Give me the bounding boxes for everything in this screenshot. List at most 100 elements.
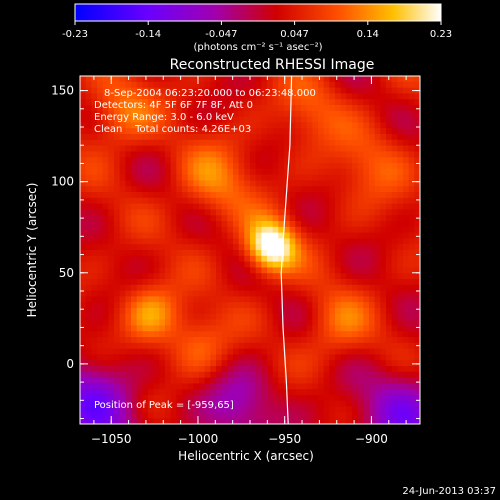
heatmap-cell xyxy=(131,406,138,413)
heatmap-cell xyxy=(369,331,376,338)
heatmap-cell xyxy=(170,261,177,268)
heatmap-cell xyxy=(204,99,211,106)
heatmap-cell xyxy=(318,215,325,222)
heatmap-cell xyxy=(267,180,274,187)
heatmap-cell xyxy=(306,308,313,315)
heatmap-cell xyxy=(199,250,206,257)
heatmap-cell xyxy=(80,226,87,234)
heatmap-cell xyxy=(193,209,200,216)
heatmap-cell xyxy=(80,168,87,176)
heatmap-cell xyxy=(193,134,200,141)
heatmap-cell xyxy=(323,122,330,129)
heatmap-cell xyxy=(193,418,200,424)
heatmap-cell xyxy=(176,134,183,141)
heatmap-cell xyxy=(233,412,240,419)
heatmap-cell xyxy=(295,308,302,315)
heatmap-cell xyxy=(170,215,177,222)
heatmap-cell xyxy=(340,134,347,141)
heatmap-cell xyxy=(414,105,420,112)
heatmap-cell xyxy=(335,110,342,118)
heatmap-cell xyxy=(108,255,115,263)
heatmap-cell xyxy=(391,261,398,268)
heatmap-cell xyxy=(289,203,296,210)
heatmap-cell xyxy=(391,93,398,100)
heatmap-cell xyxy=(363,319,370,326)
heatmap-cell xyxy=(301,244,308,251)
heatmap-cell xyxy=(335,76,342,83)
heatmap-cell xyxy=(227,255,234,263)
heatmap-cell xyxy=(102,377,109,384)
heatmap-cell xyxy=(335,354,342,361)
heatmap-cell xyxy=(295,261,302,268)
heatmap-cell xyxy=(374,325,381,332)
heatmap-cell xyxy=(102,284,109,292)
heatmap-cell xyxy=(414,371,420,379)
heatmap-cell xyxy=(170,174,177,181)
heatmap-cell xyxy=(165,87,172,94)
heatmap-cell xyxy=(125,209,132,216)
heatmap-cell xyxy=(142,238,149,245)
heatmap-cell xyxy=(221,389,228,396)
heatmap-cell xyxy=(102,418,109,424)
heatmap-cell xyxy=(306,192,313,199)
heatmap-cell xyxy=(352,221,359,228)
heatmap-cell xyxy=(210,197,217,205)
heatmap-cell xyxy=(233,180,240,187)
heatmap-cell xyxy=(187,250,194,257)
heatmap-cell xyxy=(142,105,149,112)
heatmap-cell xyxy=(414,302,420,309)
heatmap-cell xyxy=(238,267,245,274)
heatmap-cell xyxy=(369,105,376,112)
heatmap-cell xyxy=(306,406,313,413)
heatmap-cell xyxy=(85,226,92,234)
heatmap-cell xyxy=(199,226,206,234)
heatmap-cell xyxy=(352,302,359,309)
heatmap-cell xyxy=(233,238,240,245)
heatmap-cell xyxy=(108,313,115,321)
heatmap-cell xyxy=(267,342,274,350)
heatmap-cell xyxy=(329,302,336,309)
heatmap-cell xyxy=(233,168,240,176)
heatmap-cell xyxy=(114,418,121,424)
heatmap-cell xyxy=(403,110,410,118)
heatmap-cell xyxy=(346,250,353,257)
heatmap-cell xyxy=(340,377,347,384)
heatmap-cell xyxy=(352,284,359,292)
heatmap-cell xyxy=(346,337,353,344)
heatmap-cell xyxy=(131,238,138,245)
heatmap-cell xyxy=(199,81,206,89)
heatmap-cell xyxy=(238,296,245,303)
heatmap-cell xyxy=(323,302,330,309)
heatmap-cell xyxy=(346,209,353,216)
heatmap-cell xyxy=(210,122,217,129)
heatmap-cell xyxy=(119,128,126,135)
heatmap-cell xyxy=(352,128,359,135)
heatmap-cell xyxy=(159,110,166,118)
heatmap-cell xyxy=(244,215,251,222)
heatmap-cell xyxy=(238,348,245,355)
heatmap-cell xyxy=(176,122,183,129)
heatmap-cell xyxy=(114,174,121,181)
heatmap-cell xyxy=(284,354,291,361)
heatmap-cell xyxy=(397,296,404,303)
heatmap-cell xyxy=(374,342,381,350)
heatmap-cell xyxy=(176,319,183,326)
heatmap-cell xyxy=(323,412,330,419)
heatmap-cell xyxy=(340,400,347,408)
heatmap-cell xyxy=(397,81,404,89)
heatmap-cell xyxy=(233,255,240,263)
heatmap-cell xyxy=(301,139,308,147)
heatmap-cell xyxy=(148,255,155,263)
heatmap-cell xyxy=(97,418,104,424)
heatmap-cell xyxy=(165,221,172,228)
info-annotations: 8-Sep-2004 06:23:20.000 to 06:23:48.000 … xyxy=(94,88,316,411)
heatmap-cell xyxy=(318,371,325,379)
heatmap-cell xyxy=(306,110,313,118)
heatmap-cell xyxy=(403,238,410,245)
heatmap-cell xyxy=(391,400,398,408)
heatmap-cell xyxy=(102,325,109,332)
heatmap-cell xyxy=(221,139,228,147)
heatmap-cell xyxy=(165,76,172,83)
heatmap-cell xyxy=(199,151,206,158)
heatmap-cell xyxy=(329,180,336,187)
